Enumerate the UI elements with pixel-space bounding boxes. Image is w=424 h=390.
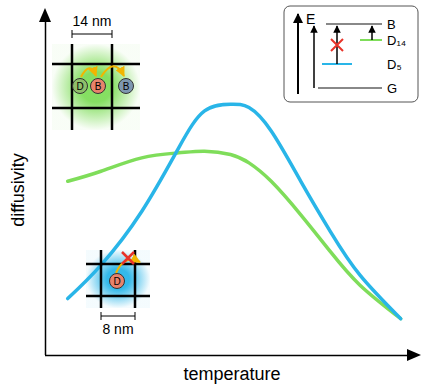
svg-text:B: B (123, 81, 130, 92)
svg-text:B: B (387, 17, 396, 32)
svg-text:D: D (76, 81, 83, 92)
svg-text:E: E (306, 11, 315, 27)
svg-text:temperature: temperature (183, 364, 280, 384)
svg-text:8 nm: 8 nm (102, 321, 133, 337)
svg-text:D₁₄: D₁₄ (387, 33, 406, 48)
svg-text:14 nm: 14 nm (73, 13, 112, 29)
svg-text:D₅: D₅ (387, 57, 402, 72)
svg-text:diffusivity: diffusivity (8, 153, 28, 227)
svg-text:G: G (387, 81, 397, 96)
svg-text:D: D (113, 276, 120, 287)
svg-text:B: B (95, 81, 102, 92)
